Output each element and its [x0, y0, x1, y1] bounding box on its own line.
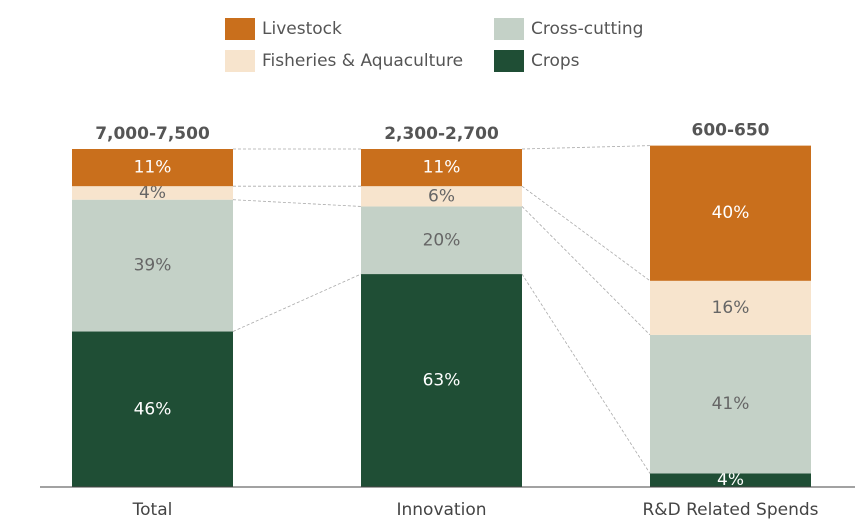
connector — [521, 273, 651, 474]
value-label: 4% — [717, 470, 744, 490]
bar-total: 7,000-7,500 — [95, 124, 210, 144]
bar-segment — [361, 206, 522, 275]
connector — [521, 206, 651, 336]
x-tick-label: R&D Related Spends — [643, 500, 819, 520]
bar-segment — [650, 334, 811, 474]
value-label: 16% — [712, 298, 750, 318]
legend-label: Fisheries & Aquaculture — [262, 51, 463, 71]
bar-segment — [361, 149, 522, 187]
value-label: 41% — [712, 394, 750, 414]
legend-label: Livestock — [262, 19, 342, 39]
value-label: 4% — [139, 183, 166, 203]
bar-segment — [650, 280, 811, 335]
value-label: 40% — [712, 203, 750, 223]
bar-segment — [650, 473, 811, 487]
value-label: 39% — [134, 256, 172, 276]
connector — [232, 199, 362, 207]
value-label: 6% — [428, 186, 455, 206]
bar-segment — [650, 145, 811, 281]
value-label: 11% — [134, 158, 172, 178]
bar-segment — [72, 331, 233, 487]
value-label: 20% — [423, 230, 461, 250]
legend-label: Cross-cutting — [531, 19, 643, 39]
x-tick-label: Innovation — [396, 500, 486, 520]
bar-segment — [361, 274, 522, 487]
legend-swatch — [225, 50, 255, 72]
value-label: 63% — [423, 371, 461, 391]
value-label: 46% — [134, 399, 172, 419]
bar-total: 600-650 — [691, 121, 769, 141]
legend-swatch — [494, 50, 524, 72]
legend-swatch — [494, 18, 524, 40]
bar-segment — [72, 149, 233, 187]
connector — [521, 185, 651, 282]
bar-total: 2,300-2,700 — [384, 124, 499, 144]
connector — [521, 145, 651, 150]
x-tick-label: Total — [132, 500, 173, 520]
bar-segment — [361, 186, 522, 207]
connector — [232, 273, 362, 332]
bar-segment — [72, 186, 233, 200]
legend-swatch — [225, 18, 255, 40]
bar-segment — [72, 199, 233, 332]
legend-label: Crops — [531, 51, 580, 71]
value-label: 11% — [423, 158, 461, 178]
